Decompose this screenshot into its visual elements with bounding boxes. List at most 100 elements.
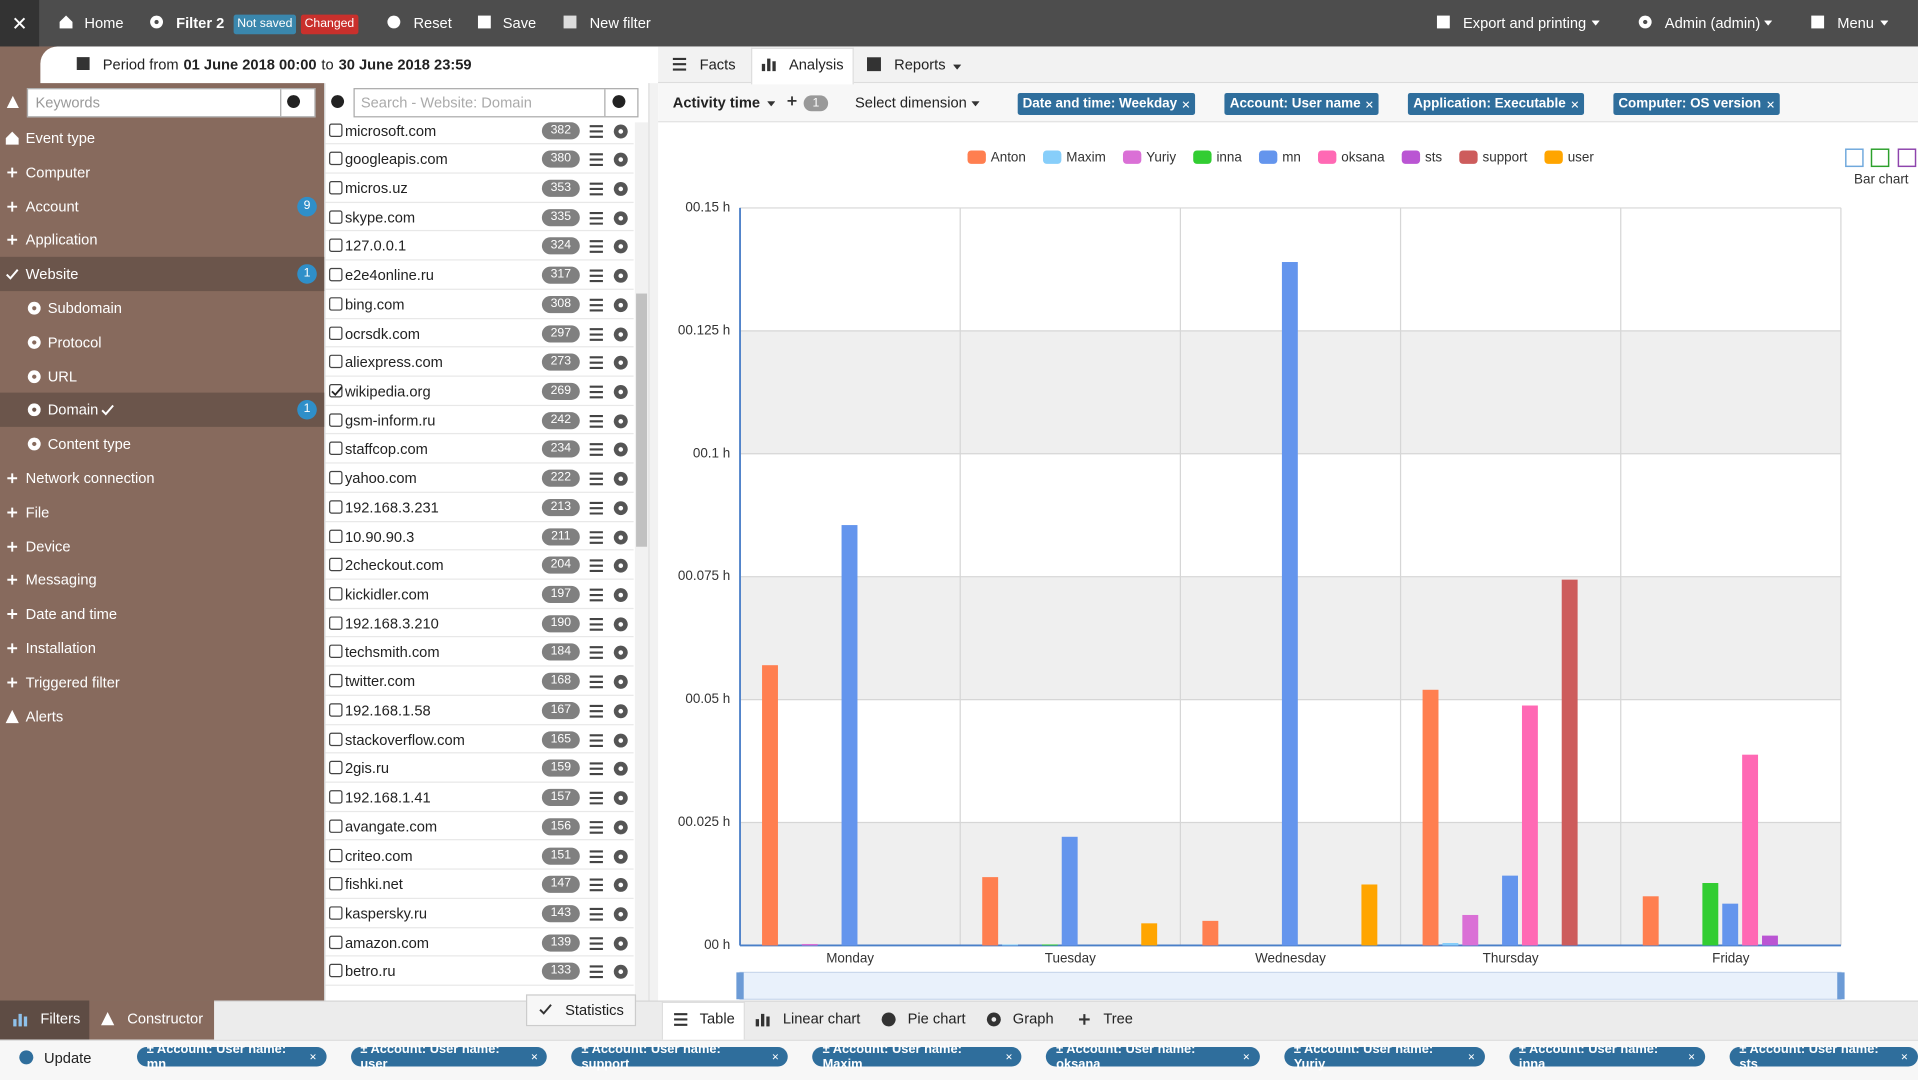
checkbox[interactable] (329, 326, 342, 339)
menu-button[interactable]: Menu (1837, 15, 1874, 32)
domain-row[interactable]: betro.ru133 (325, 957, 633, 986)
view-tab[interactable]: Graph (1013, 1010, 1054, 1027)
filter-chip[interactable]: ± Account: User name: user (351, 1047, 548, 1067)
checkbox[interactable] (329, 239, 342, 252)
sidebar-item[interactable]: File (0, 495, 324, 529)
sidebar-item[interactable]: Date and time (0, 597, 324, 631)
domain-row[interactable]: 192.168.3.210190 (325, 609, 633, 638)
sidebar-item[interactable]: Protocol (0, 325, 324, 359)
sidebar-item[interactable]: Triggered filter (0, 665, 324, 699)
domain-row[interactable]: 2checkout.com204 (325, 551, 633, 580)
sidebar-item[interactable]: Content type (0, 427, 324, 461)
sidebar-item[interactable]: Alerts (0, 699, 324, 733)
view-tab[interactable]: Linear chart (783, 1010, 861, 1027)
filter-chip[interactable]: ± Account: User name: inna (1509, 1047, 1705, 1067)
sidebar-item[interactable]: URL (0, 359, 324, 393)
domain-row[interactable]: wikipedia.org269 (325, 377, 633, 406)
sidebar-item[interactable]: Account9 (0, 189, 324, 223)
domain-row[interactable]: 192.168.1.41157 (325, 783, 633, 812)
home-button[interactable]: Home (84, 15, 123, 32)
dimension-chip[interactable]: Date and time: Weekday (1018, 93, 1196, 115)
checkbox[interactable] (329, 935, 342, 948)
update-button[interactable]: Update (44, 1049, 91, 1066)
sidebar-item[interactable]: Subdomain (0, 291, 324, 325)
view-tab[interactable]: Tree (1103, 1010, 1133, 1027)
checkbox[interactable] (329, 529, 342, 542)
sidebar-item[interactable]: Installation (0, 631, 324, 665)
domain-row[interactable]: skype.com335 (325, 203, 633, 232)
checkbox[interactable] (329, 471, 342, 484)
domain-row[interactable]: staffcop.com234 (325, 435, 633, 464)
checkbox[interactable] (329, 703, 342, 716)
checkbox[interactable] (329, 558, 342, 571)
checkbox[interactable] (329, 181, 342, 194)
export-button[interactable]: Export and printing (1463, 15, 1586, 32)
checkbox[interactable] (329, 964, 342, 977)
domain-row[interactable]: 192.168.3.231213 (325, 493, 633, 522)
filter-chip[interactable]: ± Account: User name: support (572, 1047, 789, 1067)
sidebar-item[interactable]: Computer (0, 155, 324, 189)
checkbox[interactable] (329, 268, 342, 281)
domain-row[interactable]: micros.uz353 (325, 174, 633, 203)
checkbox[interactable] (329, 616, 342, 629)
checkbox[interactable] (329, 674, 342, 687)
filter-chip[interactable]: ± Account: User name: Maxim (813, 1047, 1022, 1067)
dimension-select[interactable]: Select dimension (855, 94, 967, 111)
checkbox[interactable] (329, 819, 342, 832)
sidebar-item[interactable]: Network connection (0, 461, 324, 495)
panel-tab[interactable]: Filters (40, 1010, 80, 1027)
domain-row[interactable]: stackoverflow.com165 (325, 725, 633, 754)
checkbox[interactable] (329, 587, 342, 600)
checkbox[interactable] (329, 297, 342, 310)
sidebar-item[interactable]: Domain1 (0, 393, 324, 427)
domain-row[interactable]: e2e4online.ru317 (325, 261, 633, 290)
domain-row[interactable]: ocrsdk.com297 (325, 319, 633, 348)
sidebar-item[interactable]: Device (0, 529, 324, 563)
checkbox[interactable] (329, 152, 342, 165)
checkbox[interactable] (329, 906, 342, 919)
dimension-chip[interactable]: Computer: OS version (1613, 93, 1779, 115)
view-tab[interactable]: Pie chart (908, 1010, 966, 1027)
filter-chip[interactable]: ± Account: User name: oksana (1046, 1047, 1259, 1067)
checkbox[interactable] (329, 761, 342, 774)
filter-chip[interactable]: ± Account: User name: mn (137, 1047, 326, 1067)
dimension-chip[interactable]: Account: User name (1225, 93, 1379, 115)
tab[interactable]: Analysis (789, 56, 844, 73)
sidebar-item[interactable]: Messaging (0, 563, 324, 597)
checkbox[interactable] (329, 848, 342, 861)
domain-row[interactable]: fishki.net147 (325, 870, 633, 899)
domain-row[interactable]: 127.0.0.1324 (325, 232, 633, 261)
domain-row[interactable]: kickidler.com197 (325, 580, 633, 609)
keyword-search[interactable]: Keywords (27, 88, 316, 117)
statistics-label[interactable]: Statistics (565, 1002, 624, 1019)
domain-row[interactable]: twitter.com168 (325, 667, 633, 696)
checkbox[interactable] (329, 732, 342, 745)
domain-row[interactable]: avangate.com156 (325, 812, 633, 841)
checkbox[interactable] (329, 500, 342, 513)
checkbox[interactable] (329, 790, 342, 803)
domain-row[interactable]: 2gis.ru159 (325, 754, 633, 783)
checkbox[interactable] (329, 123, 342, 136)
domain-row[interactable]: aliexpress.com273 (325, 348, 633, 377)
view-tab[interactable]: Table (700, 1010, 735, 1027)
sidebar-item[interactable]: Application (0, 223, 324, 257)
splitter[interactable] (648, 83, 658, 1000)
domain-row[interactable]: yahoo.com222 (325, 464, 633, 493)
admin-button[interactable]: Admin (admin) (1665, 15, 1760, 32)
checkbox[interactable] (329, 355, 342, 368)
checkbox[interactable] (329, 877, 342, 890)
checkbox[interactable] (329, 645, 342, 658)
domain-row[interactable]: googleapis.com380 (325, 145, 633, 174)
filter-chip[interactable]: ± Account: User name: sts (1730, 1047, 1918, 1067)
scrollbar-thumb[interactable] (636, 294, 647, 547)
domain-row[interactable]: bing.com308 (325, 290, 633, 319)
measure-select[interactable]: Activity time (673, 94, 760, 111)
scrollbar[interactable] (635, 122, 648, 1000)
sidebar-item[interactable]: Website1 (0, 257, 324, 291)
checkbox[interactable] (329, 413, 342, 426)
tab[interactable]: Facts (700, 56, 736, 73)
domain-row[interactable]: gsm-inform.ru242 (325, 406, 633, 435)
tab[interactable]: Reports (894, 56, 945, 73)
checkbox[interactable] (329, 210, 342, 223)
domain-row[interactable]: amazon.com139 (325, 928, 633, 957)
